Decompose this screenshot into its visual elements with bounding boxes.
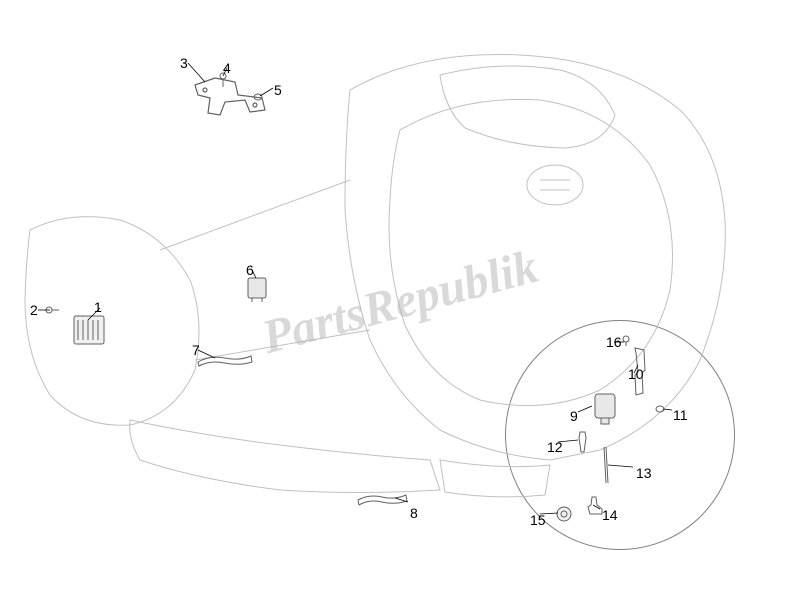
callout-2: 2: [30, 302, 38, 318]
callout-7: 7: [192, 342, 200, 358]
parts-diagram: 1 2 3 4 5 6 7 8 9 10 11 12 13 14 15 16 P…: [0, 0, 800, 603]
callout-1: 1: [94, 299, 102, 315]
callout-14: 14: [602, 507, 618, 523]
callout-4: 4: [223, 60, 231, 76]
callout-9: 9: [570, 408, 578, 424]
callout-3: 3: [180, 55, 188, 71]
callout-8: 8: [410, 505, 418, 521]
callout-5: 5: [274, 82, 282, 98]
callout-16: 16: [606, 334, 622, 350]
callout-10: 10: [628, 366, 644, 382]
callout-11: 11: [673, 407, 688, 423]
callout-15: 15: [530, 512, 546, 528]
callout-6: 6: [246, 262, 254, 278]
leader-lines: [0, 0, 800, 603]
callout-13: 13: [636, 465, 652, 481]
callout-12: 12: [547, 439, 563, 455]
